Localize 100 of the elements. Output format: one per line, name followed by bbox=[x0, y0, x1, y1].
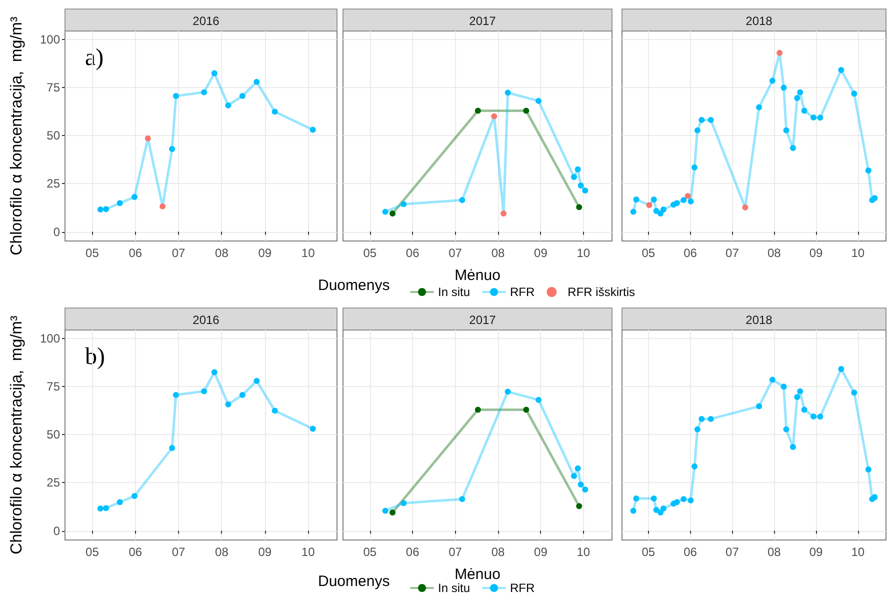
y-tick-label: 50 bbox=[46, 428, 60, 442]
point bbox=[116, 200, 123, 206]
x-tick-label: 05 bbox=[363, 246, 377, 260]
point bbox=[783, 127, 790, 134]
point bbox=[225, 102, 232, 108]
point bbox=[650, 496, 657, 502]
point bbox=[698, 416, 705, 422]
point bbox=[504, 388, 511, 395]
x-tick-label: 06 bbox=[684, 246, 698, 260]
x-tick-label: 07 bbox=[726, 246, 740, 260]
point bbox=[390, 210, 396, 217]
chart-title: 2018 bbox=[746, 313, 773, 327]
x-tick-label: 07 bbox=[726, 545, 740, 559]
point bbox=[801, 108, 808, 114]
point bbox=[633, 496, 640, 502]
point bbox=[211, 70, 218, 76]
point bbox=[536, 98, 542, 104]
point bbox=[674, 499, 680, 506]
point bbox=[756, 104, 762, 110]
point bbox=[144, 135, 151, 142]
point bbox=[780, 84, 787, 91]
point bbox=[783, 426, 790, 432]
point bbox=[578, 481, 584, 488]
point bbox=[688, 497, 694, 504]
point bbox=[459, 496, 466, 502]
x-tick-label: 06 bbox=[406, 246, 420, 260]
point bbox=[694, 426, 700, 432]
point bbox=[684, 193, 691, 200]
x-tick-label: 07 bbox=[172, 246, 186, 260]
point bbox=[132, 194, 138, 200]
point bbox=[660, 505, 666, 512]
y-tick-label: 25 bbox=[46, 176, 60, 191]
point bbox=[500, 210, 507, 217]
point bbox=[504, 90, 511, 96]
x-tick-label: 10 bbox=[851, 545, 865, 559]
point bbox=[658, 210, 664, 217]
annotation: b) bbox=[85, 344, 105, 370]
point bbox=[390, 510, 396, 516]
point bbox=[865, 466, 872, 472]
point bbox=[801, 406, 808, 413]
legend-label: RFR bbox=[510, 581, 536, 595]
legend-label: RFR išskirtis bbox=[568, 285, 636, 299]
point bbox=[790, 444, 796, 450]
x-tick-label: 10 bbox=[576, 545, 590, 559]
point bbox=[571, 473, 577, 480]
y-tick-label: 100 bbox=[40, 32, 60, 47]
point bbox=[817, 414, 824, 420]
point bbox=[650, 196, 657, 202]
point bbox=[474, 406, 481, 413]
chart-title: 2018 bbox=[746, 14, 773, 28]
point bbox=[491, 113, 498, 120]
point bbox=[708, 416, 714, 422]
legend-label: In situ bbox=[438, 285, 470, 299]
x-tick-label: 08 bbox=[767, 545, 782, 559]
x-tick-label: 05 bbox=[642, 246, 656, 260]
point bbox=[742, 204, 748, 210]
y-tick-label: 100 bbox=[40, 332, 60, 346]
x-tick-label: 09 bbox=[534, 246, 548, 260]
point bbox=[797, 388, 804, 394]
point bbox=[694, 127, 700, 134]
x-tick-label: 09 bbox=[258, 545, 272, 559]
x-tick-label: 06 bbox=[406, 545, 420, 559]
point bbox=[658, 510, 664, 516]
x-tick-label: 05 bbox=[86, 545, 100, 559]
point bbox=[576, 503, 582, 510]
point bbox=[756, 403, 762, 410]
point bbox=[201, 89, 208, 96]
point bbox=[797, 89, 804, 96]
point bbox=[169, 146, 176, 152]
point bbox=[211, 369, 218, 376]
point bbox=[817, 114, 824, 121]
point bbox=[254, 378, 260, 384]
point bbox=[116, 499, 123, 506]
point bbox=[769, 78, 776, 84]
y-tick-label: 0 bbox=[53, 224, 60, 239]
point bbox=[851, 90, 858, 97]
x-tick-label: 06 bbox=[128, 545, 142, 559]
y-tick-label: 75 bbox=[46, 80, 60, 95]
x-tick-label: 07 bbox=[448, 246, 462, 260]
point bbox=[225, 401, 232, 408]
point bbox=[103, 505, 110, 512]
point bbox=[574, 465, 581, 472]
point bbox=[382, 208, 388, 215]
point bbox=[400, 500, 407, 506]
point bbox=[838, 67, 844, 73]
point bbox=[865, 167, 872, 174]
point bbox=[810, 413, 817, 420]
x-tick-label: 09 bbox=[258, 246, 272, 260]
point bbox=[790, 145, 796, 152]
point bbox=[574, 166, 581, 172]
point bbox=[851, 390, 858, 396]
y-axis-title: Chlorofilo α koncentracija, mg/m³ bbox=[8, 16, 26, 256]
x-tick-label: 09 bbox=[534, 545, 548, 559]
point bbox=[400, 201, 407, 208]
x-tick-label: 10 bbox=[301, 545, 316, 559]
point bbox=[172, 392, 179, 398]
point bbox=[582, 486, 588, 492]
point bbox=[169, 444, 176, 451]
y-tick-label: 75 bbox=[46, 380, 60, 394]
x-tick-label: 10 bbox=[576, 246, 590, 260]
